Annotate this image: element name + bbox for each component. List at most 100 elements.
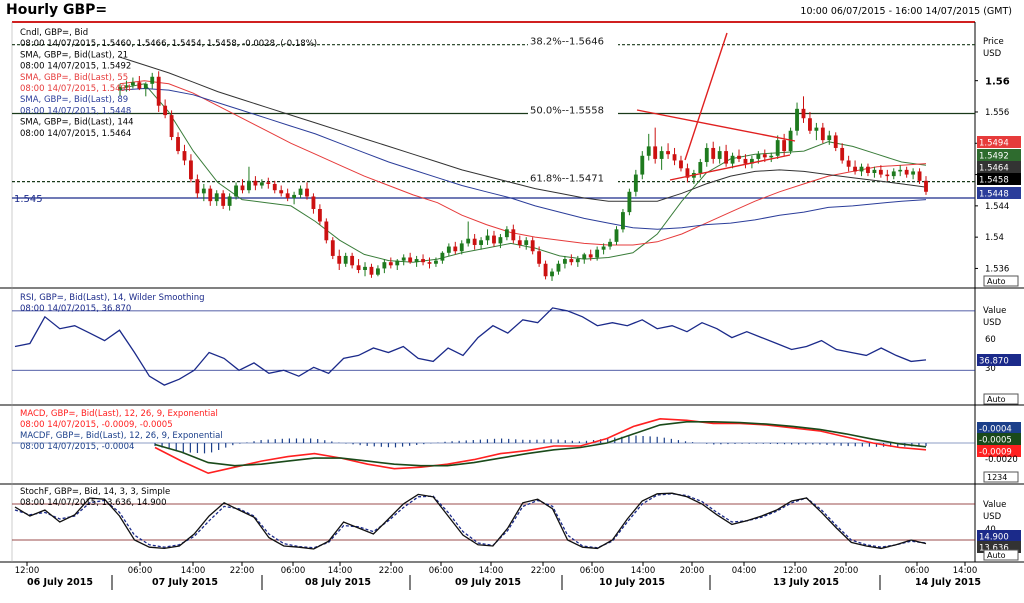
candle-body [253, 180, 258, 186]
candle-body [730, 155, 735, 164]
macd-value-tag-label: -0.0009 [979, 448, 1012, 458]
candle-body [324, 221, 329, 241]
rsi-line [14, 307, 927, 386]
price-tag [977, 136, 1021, 148]
fib-label-bg [528, 35, 618, 47]
candle-body [556, 263, 561, 272]
price-axis-title: Price [983, 37, 1004, 47]
candle-body [659, 151, 664, 159]
candle-body [653, 146, 658, 159]
legend-macd-item: 08:00 14/07/2015, -0.0009, -0.0005 [20, 420, 173, 430]
legend-main-item: 08:00 14/07/2015, 1.5460, 1.5466, 1.5454… [20, 39, 317, 49]
auto-scale-label: Auto [987, 277, 1006, 286]
day-label: 07 July 2015 [152, 577, 218, 588]
candle-body [214, 193, 219, 202]
rsi-axis-title: Value [983, 306, 1006, 316]
candle-body [614, 229, 619, 242]
rsi-value-tag-label: 36.870 [979, 357, 1009, 367]
stoch-axis-title: Value [983, 500, 1006, 510]
candle-body [247, 180, 251, 191]
stoch-auto-button [983, 549, 1019, 561]
candle-body [524, 240, 529, 245]
candle-body [259, 182, 264, 186]
candle-body [511, 229, 516, 241]
candle-body [343, 255, 348, 264]
candle-body [756, 154, 761, 159]
sma-line [119, 80, 927, 246]
candle-body [298, 188, 303, 195]
candle-body [376, 268, 380, 275]
fib-label: 38.2%--1.5646 [530, 37, 604, 48]
macd-value-tag [977, 445, 1021, 457]
legend-macd-item: MACD, GBP=, Bid(Last), 12, 26, 9, Expone… [20, 409, 218, 419]
candle-body [737, 155, 741, 159]
legend-rsi-item: RSI, GBP=, Bid(Last), 14, Wilder Smoothi… [20, 293, 205, 303]
candle-body [124, 85, 129, 87]
candle-body [485, 235, 490, 241]
price-tag [977, 173, 1021, 185]
candle-body [498, 237, 503, 244]
candle-body [833, 135, 838, 148]
candle-body [743, 158, 748, 164]
candle-body [775, 140, 780, 156]
price-tick-label: 1.556 [985, 108, 1009, 118]
candle-body [878, 169, 883, 175]
candle-body [808, 118, 812, 131]
candle-body [588, 254, 593, 258]
candle-body [163, 105, 168, 116]
candle-body [459, 243, 464, 252]
candle-body [440, 252, 445, 261]
candle-body [427, 262, 432, 264]
candle-body [395, 260, 400, 266]
candle-body [285, 193, 290, 199]
price-tag-label: 1.5492 [979, 152, 1009, 162]
macd-line [154, 417, 927, 475]
candle-body [762, 154, 767, 158]
candle-body [472, 238, 477, 245]
sma-line [119, 83, 927, 263]
time-tick-label: 22:00 [379, 566, 404, 576]
candle-body [466, 238, 471, 244]
candle-body [840, 147, 845, 161]
candle-body [279, 190, 284, 194]
candle-body [608, 241, 612, 247]
rsi-auto-label: Auto [987, 395, 1006, 404]
candle-body [492, 235, 496, 244]
fib-label-bg [528, 172, 618, 184]
candle-body [820, 127, 825, 141]
time-tick-label: 06:00 [429, 566, 454, 576]
price-tick-label: 1.544 [985, 202, 1009, 212]
candle-body [891, 171, 896, 177]
candle-body [872, 169, 877, 173]
candle-body [176, 137, 180, 152]
candle-body [401, 257, 406, 261]
candle-body [305, 188, 309, 197]
chart-header: Hourly GBP= 10:00 06/07/2015 - 16:00 14/… [0, 0, 1024, 22]
support-level-label: 1.545 [14, 194, 43, 205]
candle-body [137, 82, 142, 89]
legend-macd-item: MACDF, GBP=, Bid(Last), 12, 26, 9, Expon… [20, 431, 223, 441]
candle-body [795, 108, 799, 131]
stoch-value-tag [977, 530, 1021, 542]
macd-tick-label: -0.0020 [985, 455, 1018, 465]
candle-body [317, 208, 322, 222]
fib-label: 61.8%--1.5471 [530, 174, 604, 185]
time-tick-label: 06:00 [281, 566, 306, 576]
price-tick-label: 1.56 [985, 77, 1010, 88]
plot-background [0, 22, 1024, 603]
chart-title: Hourly GBP= [6, 2, 108, 18]
candle-body [530, 240, 535, 252]
time-tick-label: 14:00 [953, 566, 978, 576]
stoch-line [14, 493, 927, 549]
stoch-value-tag-label: 14.900 [979, 533, 1009, 543]
candle-body [672, 154, 677, 161]
candle-body [130, 82, 135, 86]
candle-body [711, 147, 716, 159]
price-axis-unit: USD [983, 49, 1002, 59]
legend-main-item: 08:00 14/07/2015, 1.5494 [20, 84, 131, 94]
candle-body [569, 259, 574, 263]
rsi-tick-label: 30 [985, 364, 996, 374]
time-tick-label: 04:00 [732, 566, 757, 576]
legend-macd-item: 08:00 14/07/2015, -0.0004 [20, 442, 134, 452]
